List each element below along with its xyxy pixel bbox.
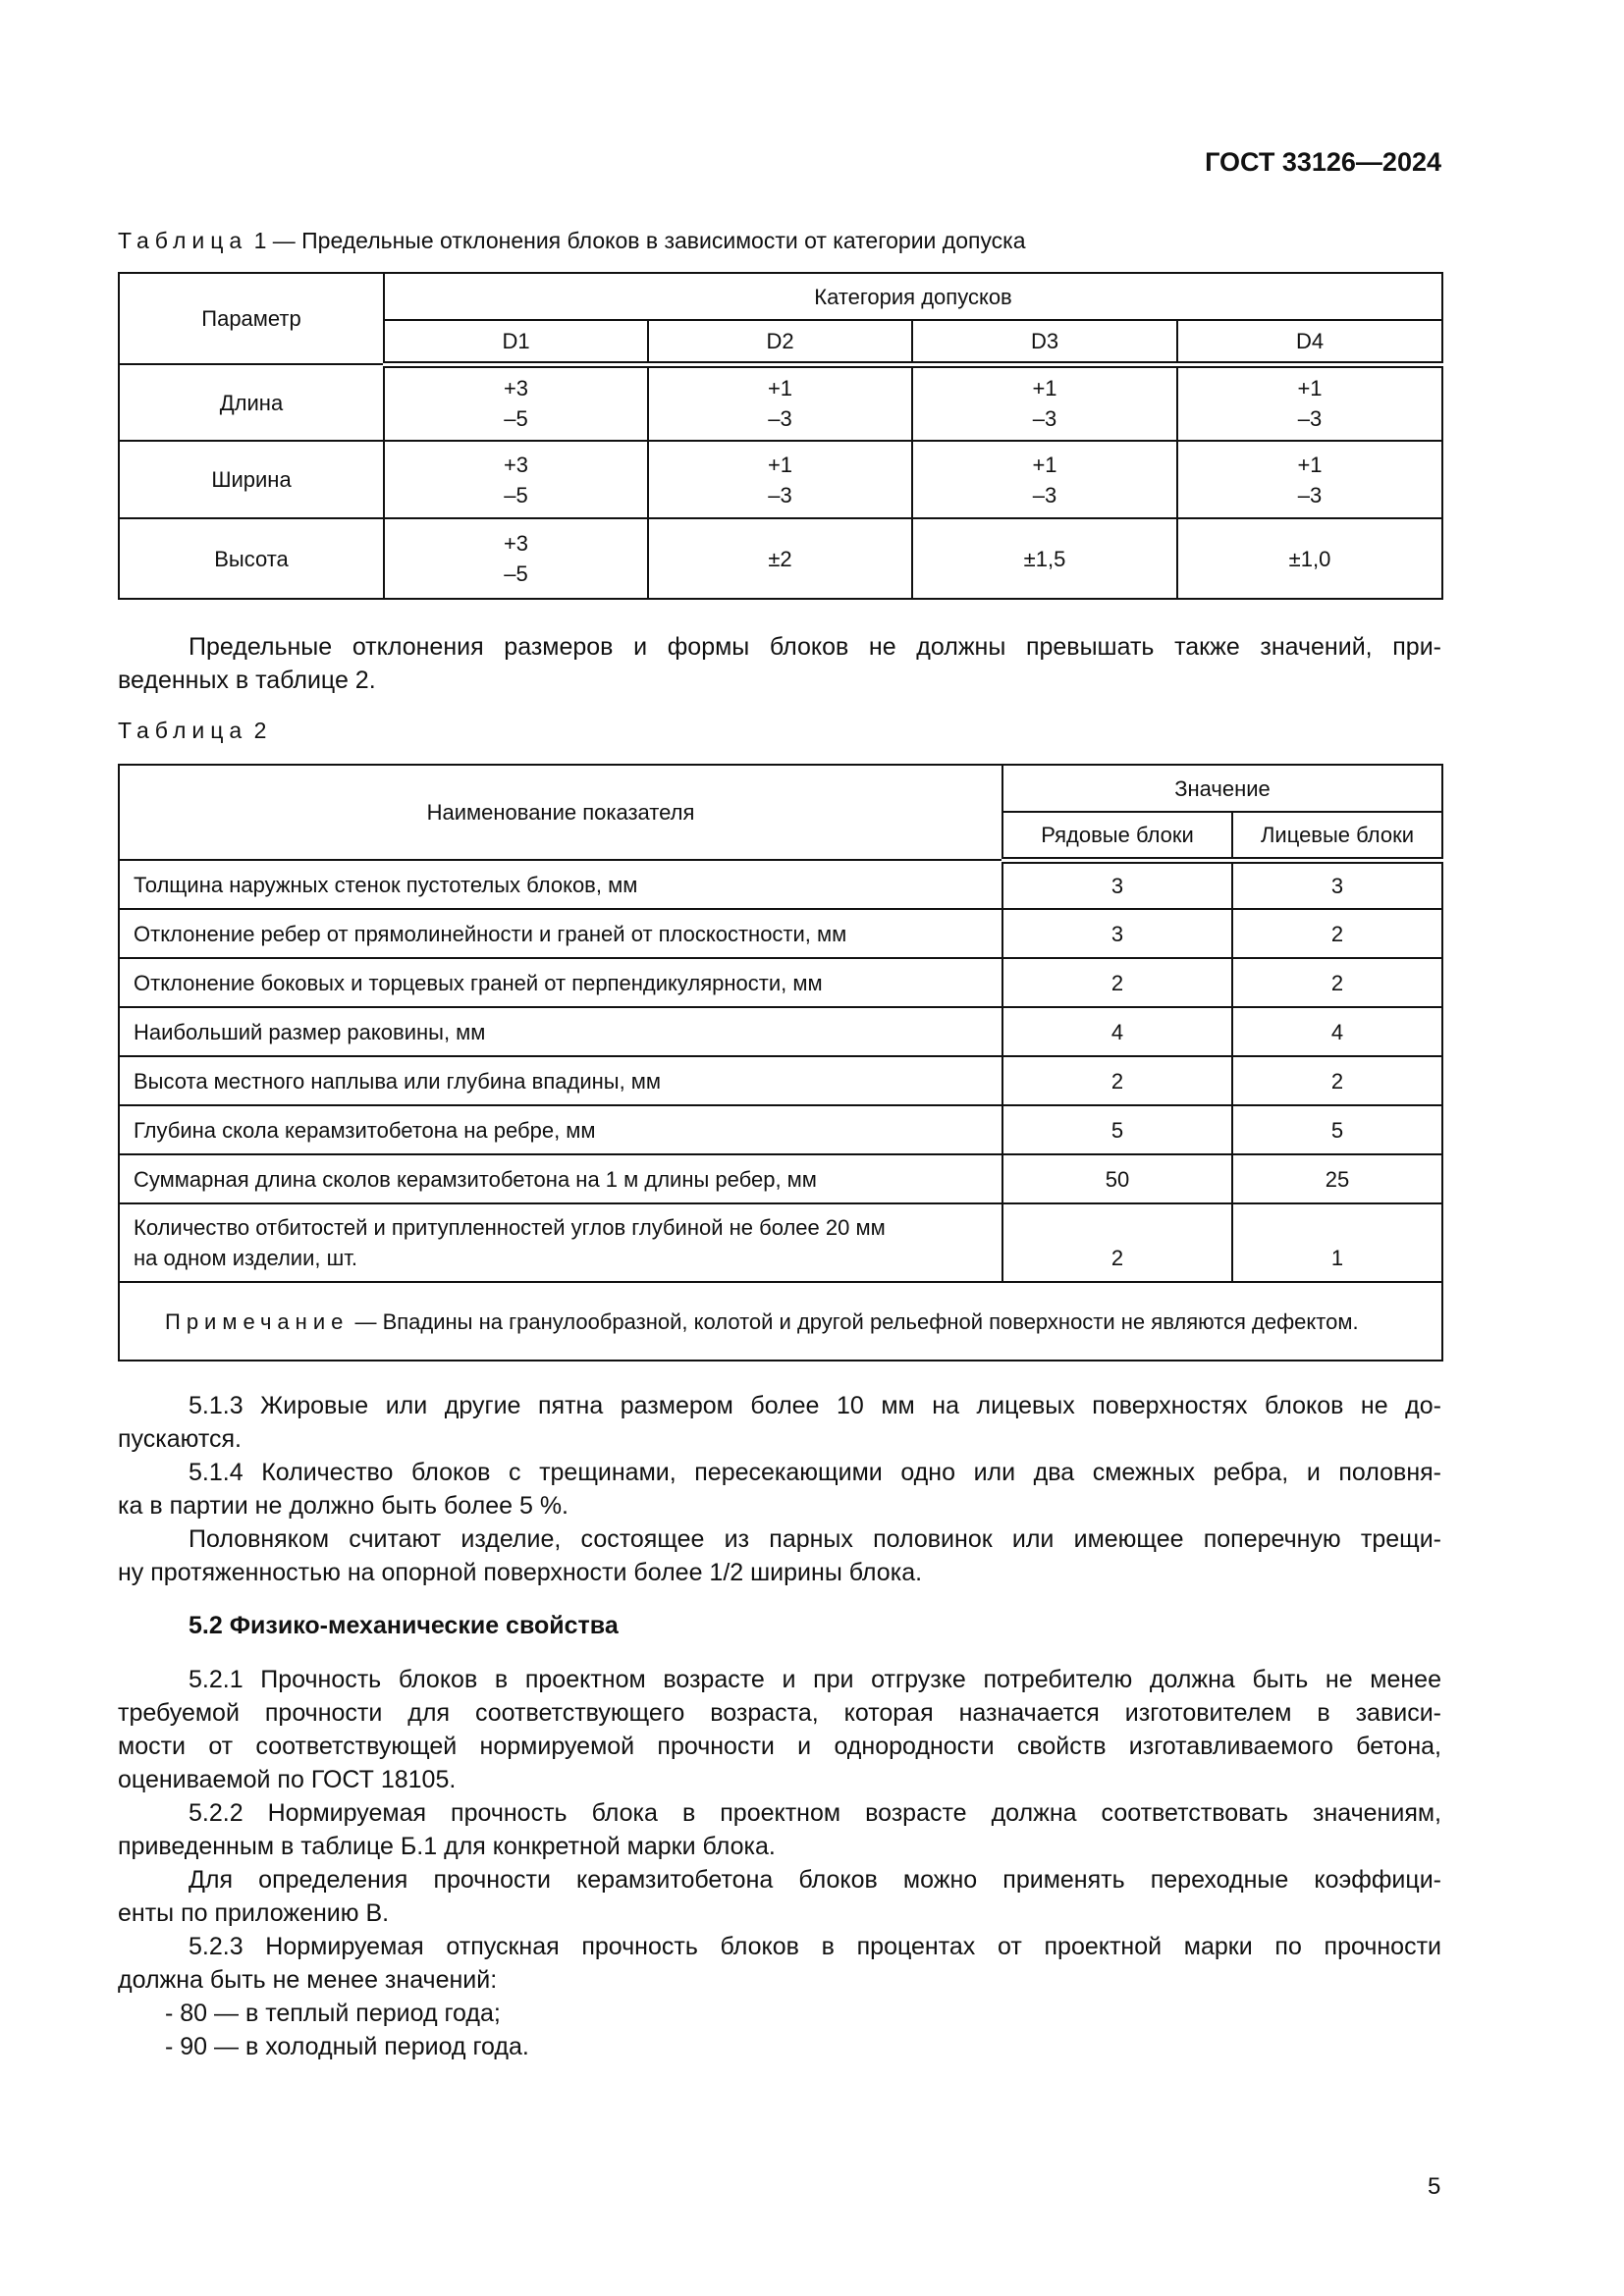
table2-value: 2 [1231, 957, 1443, 1008]
table2-header-group: Значение [1001, 764, 1443, 813]
table1-category-d4: D4 [1176, 319, 1443, 368]
table1-value: +3 –5 [383, 517, 649, 600]
paragraph-limits: Предельные отклонения размеров и формы б… [118, 630, 1441, 697]
table2-header-name: Наименование показателя [118, 764, 1003, 861]
table1-value: ±1,0 [1176, 517, 1443, 600]
table2-row: Глубина скола керамзитобетона на ребре, … [118, 1104, 1443, 1155]
table1-value: +1 –3 [647, 440, 913, 519]
table2-value: 2 [1231, 908, 1443, 959]
table2-name: Отклонение боковых и торцевых граней от … [118, 957, 1003, 1008]
list-item: - 80 — в теплый период года; [165, 2000, 501, 2027]
table2-subheader: Лицевые блоки [1231, 811, 1443, 864]
table2-row: Суммарная длина сколов керамзитобетона н… [118, 1153, 1443, 1204]
table1-caption-text: 1 — Предельные отклонения блоков в завис… [253, 228, 1026, 253]
table2-value: 5 [1231, 1104, 1443, 1155]
table1-value: ±2 [647, 517, 913, 600]
table1-caption-label: Таблица [118, 228, 248, 253]
text-line: требуемой прочности для соответствующего… [118, 1699, 1441, 1727]
table2-name: Суммарная длина сколов керамзитобетона н… [118, 1153, 1003, 1204]
table1-value: +1 –3 [911, 440, 1178, 519]
table2-value: 2 [1001, 1202, 1233, 1283]
table2-name: Отклонение ребер от прямолинейности и гр… [118, 908, 1003, 959]
table1-caption: Таблица 1 — Предельные отклонения блоков… [118, 228, 1441, 254]
table2-row: Количество отбитостей и притупленностей … [118, 1202, 1443, 1283]
table1-value: +1 –3 [1176, 363, 1443, 442]
table2-row: Высота местного наплыва или глубина впад… [118, 1055, 1443, 1106]
text-line: 5.1.4 Количество блоков с трещинами, пер… [189, 1459, 1441, 1486]
table1-row: Ширина +3 –5 +1 –3 +1 –3 +1 –3 [118, 440, 1443, 519]
table1-value: +1 –3 [1176, 440, 1443, 519]
text-line: 5.2.2 Нормируемая прочность блока в прое… [189, 1799, 1441, 1827]
text-line: веденных в таблице 2. [118, 667, 376, 694]
table1-category-d1: D1 [383, 319, 649, 368]
table2-note-row: Примечание — Впадины на гранулообразной,… [118, 1281, 1443, 1362]
page-number: 5 [1428, 2173, 1441, 2200]
table2-name: Наибольший размер раковины, мм [118, 1006, 1003, 1057]
text-line: 5.2.1 Прочность блоков в проектном возра… [189, 1666, 1441, 1693]
text-line: Для определения прочности керамзитобетон… [189, 1866, 1441, 1894]
text-line: приведенным в таблице Б.1 для конкретной… [118, 1833, 776, 1860]
table1-param: Ширина [118, 440, 385, 519]
table2-caption: Таблица 2 [118, 718, 1441, 744]
table1-value: +3 –5 [383, 363, 649, 442]
table2-row: Толщина наружных стенок пустотелых блоко… [118, 859, 1443, 910]
table2-value: 1 [1231, 1202, 1443, 1283]
text-line: 5.1.3 Жировые или другие пятна размером … [189, 1392, 1441, 1419]
table1-value: +1 –3 [911, 363, 1178, 442]
table1-category-d3: D3 [911, 319, 1178, 368]
table2-caption-text: 2 [253, 718, 267, 743]
note-label: Примечание [165, 1308, 350, 1334]
table2-value: 2 [1001, 957, 1233, 1008]
table2-row: Наибольший размер раковины, мм 4 4 [118, 1006, 1443, 1057]
text-line: мости от соответствующей нормируемой про… [118, 1733, 1441, 1760]
text-line: пускаются. [118, 1425, 243, 1453]
text-line: должна быть не менее значений: [118, 1966, 498, 1994]
table2-name: Глубина скола керамзитобетона на ребре, … [118, 1104, 1003, 1155]
section-heading: 5.2 Физико-механические свойства [189, 1612, 619, 1639]
table1-value: +3 –5 [383, 440, 649, 519]
text-line: оцениваемой по ГОСТ 18105. [118, 1766, 457, 1793]
table2-row: Отклонение боковых и торцевых граней от … [118, 957, 1443, 1008]
table2-caption-label: Таблица [118, 718, 248, 743]
list-item: - 90 — в холодный период года. [165, 2033, 529, 2060]
table2-name: Высота местного наплыва или глубина впад… [118, 1055, 1003, 1106]
table2-value: 3 [1231, 859, 1443, 910]
table2-note: Примечание — Впадины на гранулообразной,… [118, 1281, 1443, 1362]
table2-value: 2 [1001, 1055, 1233, 1106]
table1-param: Длина [118, 363, 385, 442]
table2-name: Толщина наружных стенок пустотелых блоко… [118, 859, 1003, 910]
section-5-2-text: 5.2.1 Прочность блоков в проектном возра… [118, 1663, 1441, 2063]
section-5-1-text: 5.1.3 Жировые или другие пятна размером … [118, 1389, 1441, 1589]
text-line: 5.2.3 Нормируемая отпускная прочность бл… [189, 1933, 1441, 1960]
table1-header-group: Категория допусков [383, 272, 1443, 321]
document-id: ГОСТ 33126—2024 [1205, 147, 1441, 177]
text-line: ну протяженностью на опорной поверхности… [118, 1559, 923, 1586]
table1-param: Высота [118, 517, 385, 600]
table1-category-d2: D2 [647, 319, 913, 368]
table2-value: 4 [1001, 1006, 1233, 1057]
table1-header-param: Параметр [118, 272, 385, 365]
table2-name: Количество отбитостей и притупленностей … [118, 1202, 1003, 1283]
text-line: ка в партии не должно быть более 5 %. [118, 1492, 568, 1520]
table1: Параметр Категория допусков D1 D2 D3 D4 Дли… [118, 272, 1443, 600]
note-text: — Впадины на гранулообразной, колотой и … [349, 1308, 1359, 1334]
table2-value: 3 [1001, 908, 1233, 959]
table2-value: 50 [1001, 1153, 1233, 1204]
table2-value: 3 [1001, 859, 1233, 910]
table1-value: +1 –3 [647, 363, 913, 442]
table2-value: 25 [1231, 1153, 1443, 1204]
table2-value: 4 [1231, 1006, 1443, 1057]
table2-value: 5 [1001, 1104, 1233, 1155]
table2-row: Отклонение ребер от прямолинейности и гр… [118, 908, 1443, 959]
text-line: Половняком считают изделие, состоящее из… [189, 1525, 1441, 1553]
table1-row: Длина +3 –5 +1 –3 +1 –3 +1 –3 [118, 363, 1443, 442]
table1-value: ±1,5 [911, 517, 1178, 600]
table1-row: Высота +3 –5 ±2 ±1,5 ±1,0 [118, 517, 1443, 600]
table2-value: 2 [1231, 1055, 1443, 1106]
table2: Наименование показателя Значение Рядовые… [118, 764, 1443, 1362]
text-line: енты по приложению В. [118, 1899, 390, 1927]
text-line: Предельные отклонения размеров и формы б… [189, 633, 1441, 661]
table2-subheader: Рядовые блоки [1001, 811, 1233, 864]
